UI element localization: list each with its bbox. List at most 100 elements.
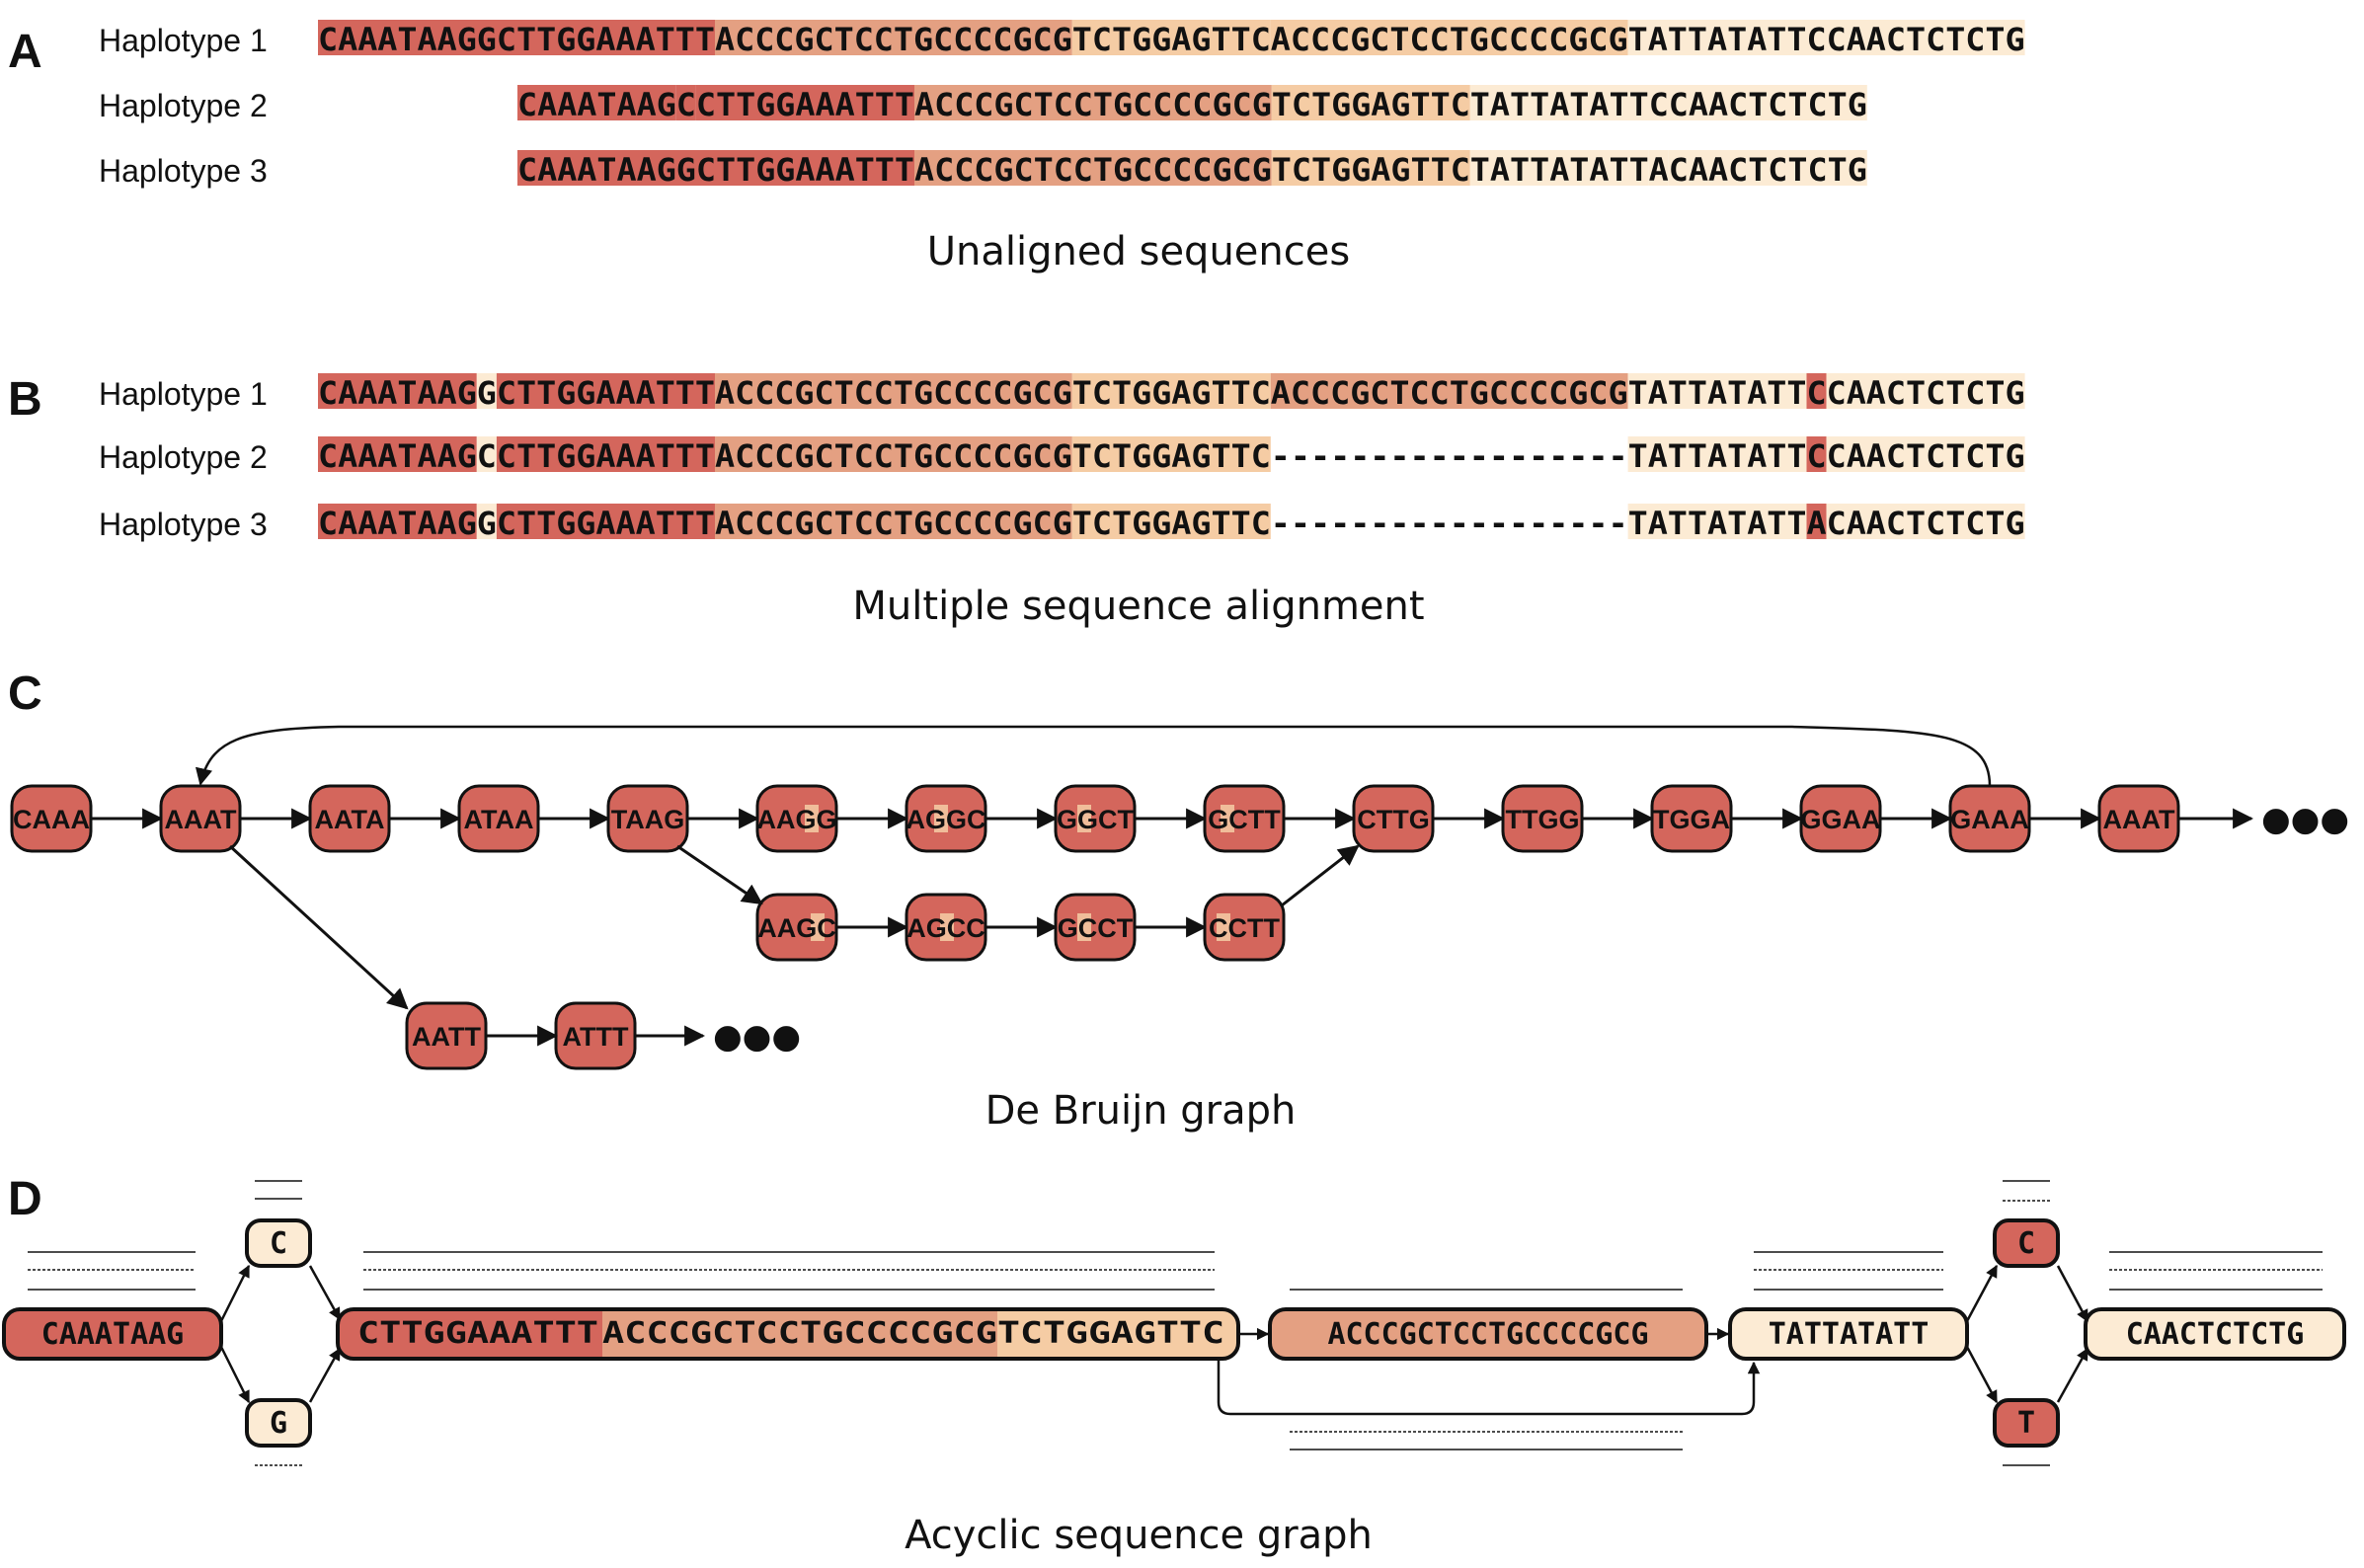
sequence-segment-bg	[1826, 373, 2025, 409]
branch-edge	[228, 844, 409, 1010]
sequence-segment: TATTATATT	[1628, 437, 1807, 475]
haplotype-row: Haplotype 2 CAAATAAG C CTTGGAAATTT ACCCGCTCC…	[99, 85, 1867, 123]
sequence-segment: CTTGGAAATTT	[497, 437, 715, 475]
kmer-node: AAGC	[755, 893, 838, 962]
haplotype-row: Haplotype 1 CAAATAAGGCTTGGAAATTT ACCCGCTCC…	[99, 20, 2025, 58]
sequence-segment: G	[477, 374, 497, 412]
sequence-segment-bg	[1071, 436, 1271, 472]
kmer-node: TAAG	[606, 784, 689, 853]
kmer-node: TTGG	[1501, 784, 1584, 853]
sequence-segment: ACCCGCTCCTGCCCCGCG	[914, 86, 1272, 123]
node-sequence: T	[2017, 1406, 2035, 1441]
sequence-segment: CAACTCTCTG	[1827, 374, 2025, 412]
sequence-segment-bg	[1071, 20, 1271, 55]
panel-a-letter: A	[8, 26, 42, 78]
node-sequence: CAACTCTCTG	[2126, 1317, 2305, 1352]
node-sequence: C	[270, 1226, 287, 1261]
kmer-node: GCCT	[1054, 893, 1137, 962]
panel-a-unaligned-sequences: Haplotype 1 CAAATAAGGCTTGGAAATTT ACCCGCTCC…	[99, 20, 2025, 189]
sequence-segment-bg	[318, 504, 477, 539]
variant-highlight	[940, 913, 954, 941]
node-sequence: G	[270, 1406, 287, 1441]
sequence-segment: CAAATAAG	[517, 86, 676, 123]
kmer-node: ATAA	[457, 784, 540, 853]
sequence-segment: ACCCGCTCCTGCCCCGCG	[1271, 21, 1628, 58]
sequence-node: CAACTCTCTG	[2084, 1307, 2346, 1361]
sequence-segment-bg	[675, 85, 696, 120]
panel-d-acyclic-sequence-graph: CAAATAAG C G CTTGGAAATTT ACCCGCTCCTGCCCCGCG T…	[2, 1180, 2346, 1466]
sequence-segment: CAACTCTCTG	[1669, 151, 1867, 189]
kmer-label: GCTT	[1208, 805, 1281, 834]
sequence-segment: TATTATATT	[1470, 151, 1649, 189]
sequence-segment-bg	[517, 85, 676, 120]
graph-edge	[1965, 1346, 1999, 1404]
sequence-node: CAAATAAG	[2, 1307, 223, 1361]
haplotype-row: Haplotype 3 CAAATAAGGCTTGGAAATTT ACCCGCTCC…	[99, 150, 1867, 189]
panel-a-caption: Unaligned sequences	[927, 229, 1350, 274]
kmer-node: AATT	[405, 1001, 488, 1070]
sequence-segment-bg	[715, 373, 1072, 409]
sequence-segment: ACCCGCTCCTGCCCCGCG	[1271, 374, 1628, 412]
kmer-node: AAGG	[755, 784, 838, 853]
sequence-segment: TCTGGAGTTC	[1072, 437, 1271, 475]
continuation-dots: ●●●	[2261, 800, 2349, 839]
panel-c-letter: C	[8, 667, 42, 720]
kmer-node: AAAT	[159, 784, 242, 853]
kmer-node: AAAT	[2097, 784, 2180, 853]
sequence-segment: CAACTCTCTG	[1827, 437, 2025, 475]
kmer-node: AGGC	[905, 784, 987, 853]
haplotype-label: Haplotype 3	[99, 153, 268, 189]
graph-edge	[219, 1264, 251, 1322]
node-sequence: TCTGGAGTTC	[997, 1316, 1224, 1351]
sequence-node-long: CTTGGAAATTT ACCCGCTCCTGCCCCGCG TCTGGAGTTC	[336, 1307, 1240, 1361]
kmer-label: GGCT	[1057, 805, 1135, 834]
kmer-label: CTTG	[1357, 805, 1430, 834]
kmer-node: TGGA	[1650, 784, 1733, 853]
sequence-segment: ACCCGCTCCTGCCCCGCG	[715, 21, 1072, 58]
sequence-segment-bg	[1806, 436, 1827, 472]
kmer-label: GCCT	[1058, 913, 1134, 943]
haplotype-label: Haplotype 2	[99, 439, 268, 475]
sequence-segment: C	[676, 86, 696, 123]
kmer-label: GGAA	[1801, 805, 1881, 834]
sequence-segment: CTTGGAAATTT	[696, 86, 914, 123]
sequence-segment-bg	[1071, 373, 1271, 409]
sequence-segment: C	[477, 437, 497, 475]
variant-node: T	[1993, 1398, 2060, 1448]
sequence-segment: CTTGGAAATTT	[497, 505, 715, 542]
variant-node: G	[245, 1398, 312, 1448]
panel-c-de-bruijn-graph: CAAA AAAT AATA ATAA TAAG AAGG AGGC GGCT GCTT CTTG…	[10, 725, 2349, 1070]
sequence-segment-bg	[318, 373, 477, 409]
sequence-node: ACCCGCTCCTGCCCCGCG	[1268, 1307, 1708, 1361]
sequence-segment: TCTGGAGTTC	[1072, 505, 1271, 542]
kmer-node: GGCT	[1054, 784, 1137, 853]
branch-edge	[676, 844, 763, 905]
kmer-label: TGGA	[1653, 805, 1730, 834]
sequence-segment: ACCCGCTCCTGCCCCGCG	[715, 505, 1072, 542]
sequence-segment: TCTGGAGTTC	[1272, 151, 1470, 189]
aligned-haplotype-row: Haplotype 2 CAAATAAG C CTTGGAAATTT ACCCGCTCC…	[99, 436, 2025, 475]
kmer-node: CTTG	[1352, 784, 1435, 853]
sequence-segment-bg	[1271, 85, 1470, 120]
sequence-segment-bg	[1270, 20, 1628, 55]
sequence-segment: TATTATATTCCAACTCTCTG	[1628, 21, 2025, 58]
kmer-node: ATTT	[554, 1001, 637, 1070]
sequence-segment-bg	[1627, 436, 1807, 472]
kmer-label: AGGC	[906, 805, 986, 834]
variant-highlight	[1077, 913, 1091, 941]
sequence-segment-bg	[1627, 373, 1807, 409]
kmer-node: GGAA	[1799, 784, 1882, 853]
sequence-segment-bg	[1627, 504, 1807, 539]
sequence-segment-bg	[1668, 150, 1867, 186]
sequence-segment-bg	[1826, 436, 2025, 472]
kmer-label: ATAA	[464, 805, 534, 834]
kmer-node: GCTT	[1203, 784, 1286, 853]
sequence-segment: TCTGGAGTTC	[1072, 21, 1271, 58]
sequence-segment-bg	[1270, 373, 1628, 409]
sequence-segment-bg	[318, 20, 715, 55]
sequence-segment-bg	[1469, 150, 1649, 186]
panel-c-caption: De Bruijn graph	[985, 1088, 1297, 1134]
sequence-segment: CAAATAAG	[318, 505, 477, 542]
sequence-segment-bg	[1806, 504, 1827, 539]
alignment-gap: ------------------	[1271, 437, 1628, 475]
